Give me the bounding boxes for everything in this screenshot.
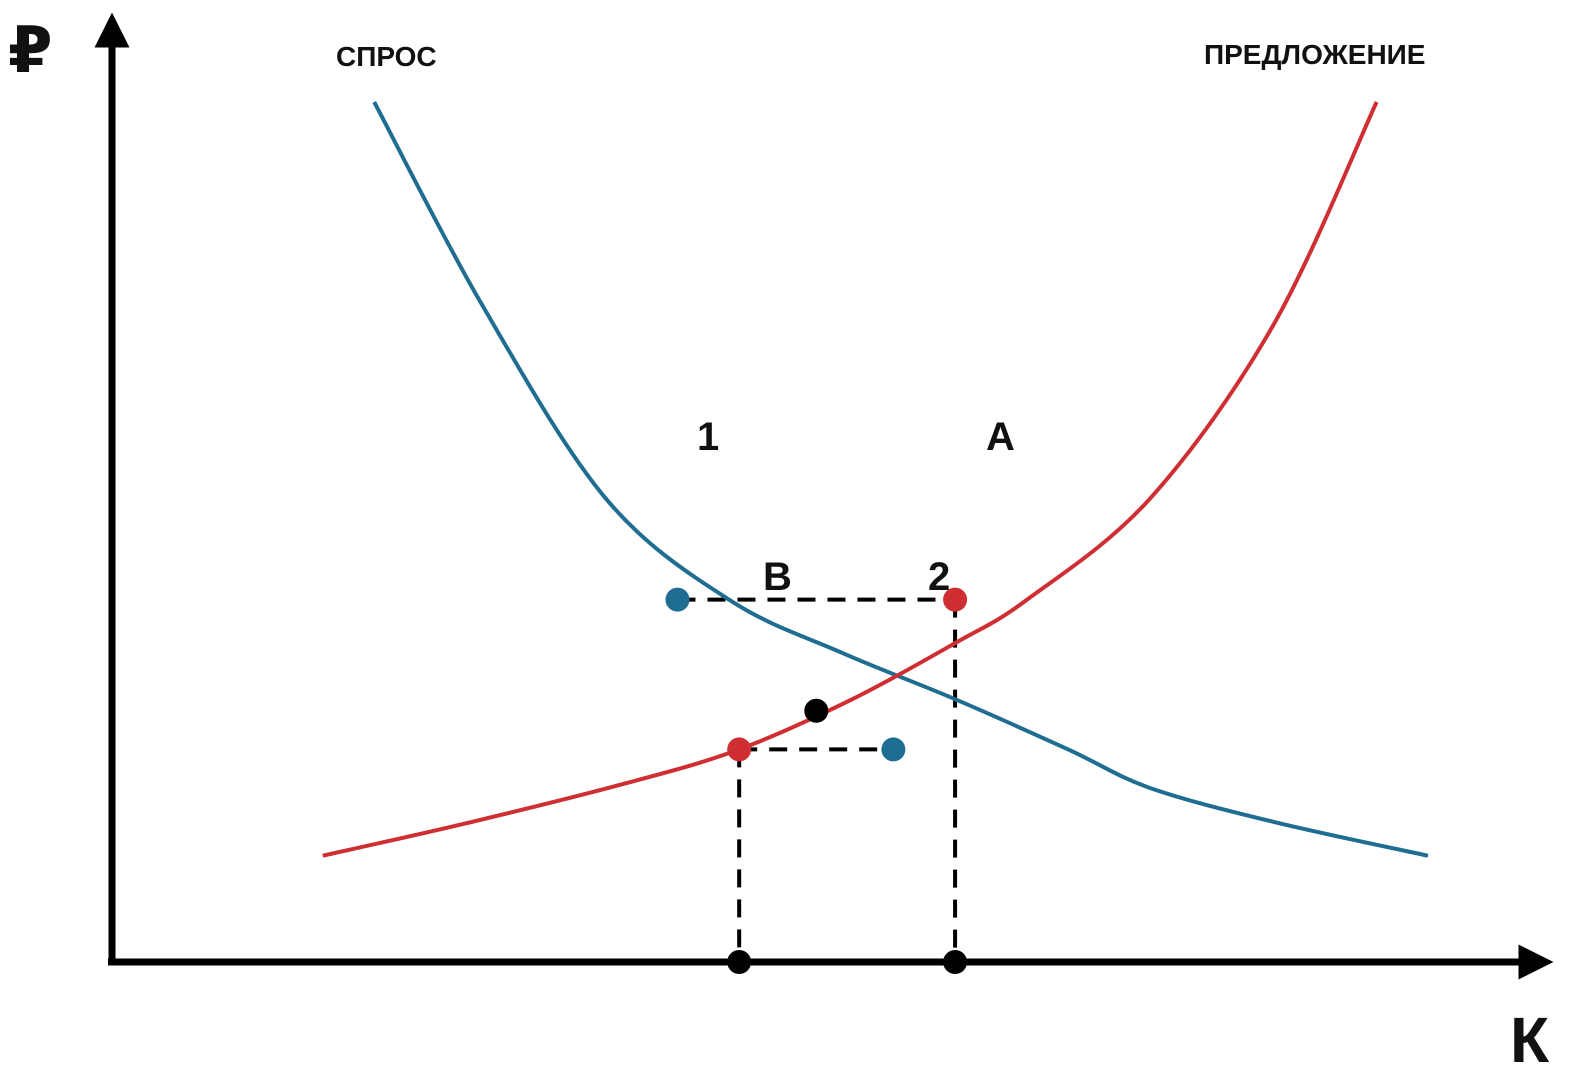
- marker-point-6: [943, 950, 968, 974]
- y-axis-label: ₽: [8, 14, 53, 86]
- point-a-label: A: [986, 415, 1015, 459]
- point-2: [881, 737, 906, 762]
- demand-label: СПРОС: [336, 41, 437, 72]
- guides-layer: [677, 597, 958, 962]
- supply-curve: [322, 101, 1379, 858]
- points-layer: [665, 587, 968, 974]
- demand-curve: [372, 101, 1429, 858]
- point-2-label: 2: [928, 555, 950, 599]
- point-1-label: 1: [697, 415, 719, 459]
- point-1: [665, 587, 690, 612]
- point-b-label: B: [763, 555, 792, 599]
- marker-point-4: [804, 698, 829, 723]
- marker-point-5: [727, 950, 752, 974]
- point-a: [943, 587, 968, 612]
- x-axis-label: К: [1510, 1004, 1550, 1076]
- point-b: [727, 737, 752, 762]
- supply-label: ПРЕДЛОЖЕНИЕ: [1204, 39, 1425, 70]
